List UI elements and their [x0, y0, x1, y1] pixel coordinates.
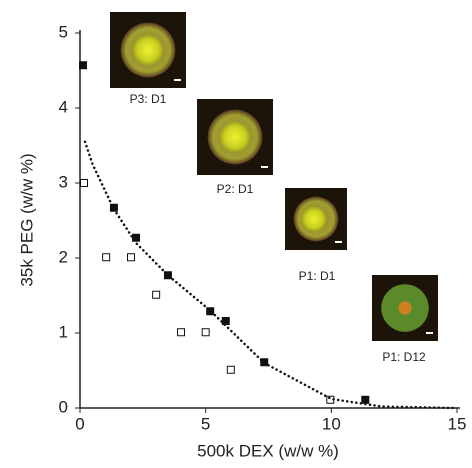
annotation: P2: D1 — [217, 182, 254, 196]
droplet-inner — [132, 34, 164, 66]
y-tick-label: 3 — [59, 172, 68, 191]
fit-curve — [83, 140, 459, 410]
x-tick-label: 10 — [322, 414, 341, 433]
droplet-inner — [301, 206, 327, 232]
filled-square-point — [163, 271, 172, 280]
open-square-point — [152, 290, 161, 299]
filled-square-point — [361, 395, 370, 404]
x-tick-label: 0 — [75, 414, 84, 433]
annotation: P3: D1 — [130, 92, 167, 106]
open-square-point — [102, 253, 111, 262]
x-tick-label: 15 — [448, 414, 467, 433]
y-tick-label: 1 — [59, 322, 68, 341]
y-tick-label: 5 — [59, 22, 68, 41]
droplet-inner — [219, 121, 251, 153]
filled-square-point — [206, 307, 215, 316]
filled-square-point — [79, 61, 88, 70]
y-tick-label: 2 — [59, 247, 68, 266]
micrograph — [285, 188, 347, 250]
y-tick-label: 0 — [59, 397, 68, 416]
open-square-point — [226, 365, 235, 374]
filled-square-point — [132, 233, 141, 242]
micrograph — [197, 99, 273, 175]
open-square-point — [80, 179, 89, 187]
filled-square-point — [221, 317, 230, 325]
x-axis-title: 500k DEX (w/w %) — [197, 441, 339, 460]
x-tick-label: 5 — [201, 414, 210, 433]
droplet-inner — [398, 301, 412, 315]
micrograph — [110, 12, 186, 88]
filled-square-point — [109, 203, 118, 212]
annotation: P1: D1 — [299, 269, 336, 283]
y-tick-label: 4 — [59, 97, 68, 116]
open-square-point — [127, 253, 136, 262]
open-square-point — [177, 328, 186, 337]
y-axis-title: 35k PEG (w/w %) — [17, 153, 36, 286]
annotation: P1: D12 — [382, 350, 426, 364]
open-square-point — [201, 328, 210, 337]
micrograph — [372, 275, 438, 341]
